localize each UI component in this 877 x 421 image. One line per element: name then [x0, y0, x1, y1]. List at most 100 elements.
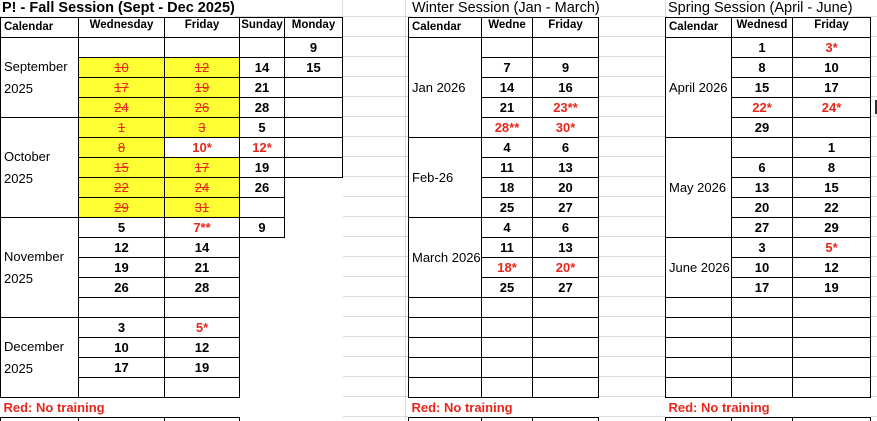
date-cell[interactable]: 27: [533, 278, 599, 298]
date-cell[interactable]: [240, 238, 285, 258]
date-cell[interactable]: [285, 258, 343, 278]
date-cell[interactable]: 26: [79, 278, 165, 298]
date-cell[interactable]: 26: [240, 178, 285, 198]
date-cell[interactable]: [285, 238, 343, 258]
date-cell[interactable]: 12: [165, 338, 240, 358]
date-cell[interactable]: 27: [732, 218, 793, 238]
date-cell[interactable]: 17: [79, 358, 165, 378]
date-cell[interactable]: 29: [79, 198, 165, 218]
date-cell[interactable]: [285, 318, 343, 338]
date-cell[interactable]: 25: [482, 278, 533, 298]
date-cell[interactable]: [79, 378, 165, 398]
date-cell[interactable]: [482, 358, 533, 378]
date-cell[interactable]: 13: [732, 178, 793, 198]
date-cell[interactable]: 17: [79, 78, 165, 98]
date-cell[interactable]: 26: [165, 98, 240, 118]
date-cell[interactable]: 20*: [533, 258, 599, 278]
date-cell[interactable]: 12: [165, 58, 240, 78]
date-cell[interactable]: 4: [482, 218, 533, 238]
date-cell[interactable]: [533, 378, 599, 398]
date-cell[interactable]: [482, 338, 533, 358]
date-cell[interactable]: 21: [240, 78, 285, 98]
date-cell[interactable]: 30*: [533, 118, 599, 138]
date-cell[interactable]: 24: [79, 98, 165, 118]
date-cell[interactable]: [285, 298, 343, 318]
date-cell[interactable]: 28**: [482, 118, 533, 138]
date-cell[interactable]: 12: [793, 258, 871, 278]
date-cell[interactable]: 3: [732, 238, 793, 258]
date-cell[interactable]: [240, 278, 285, 298]
date-cell[interactable]: 19: [793, 278, 871, 298]
date-cell[interactable]: 20: [732, 198, 793, 218]
date-cell[interactable]: 15: [79, 158, 165, 178]
date-cell[interactable]: 8: [793, 158, 871, 178]
date-cell[interactable]: [285, 178, 343, 198]
date-cell[interactable]: 5*: [793, 238, 871, 258]
date-cell[interactable]: 25: [482, 198, 533, 218]
date-cell[interactable]: 3*: [793, 38, 871, 58]
date-cell[interactable]: [79, 38, 165, 58]
date-cell[interactable]: [793, 298, 871, 318]
date-cell[interactable]: [285, 198, 343, 218]
date-cell[interactable]: [240, 258, 285, 278]
date-cell[interactable]: [482, 318, 533, 338]
date-cell[interactable]: [240, 38, 285, 58]
date-cell[interactable]: 24*: [793, 98, 871, 118]
date-cell[interactable]: [482, 38, 533, 58]
date-cell[interactable]: [240, 298, 285, 318]
date-cell[interactable]: [240, 318, 285, 338]
date-cell[interactable]: [285, 358, 343, 378]
date-cell[interactable]: 8: [732, 58, 793, 78]
date-cell[interactable]: 10: [732, 258, 793, 278]
date-cell[interactable]: 19: [165, 78, 240, 98]
date-cell[interactable]: 22*: [732, 98, 793, 118]
date-cell[interactable]: [793, 358, 871, 378]
date-cell[interactable]: [165, 298, 240, 318]
date-cell[interactable]: 10*: [165, 138, 240, 158]
date-cell[interactable]: 9: [285, 38, 343, 58]
date-cell[interactable]: [732, 138, 793, 158]
date-cell[interactable]: [285, 78, 343, 98]
date-cell[interactable]: [240, 378, 285, 398]
date-cell[interactable]: 17: [793, 78, 871, 98]
date-cell[interactable]: 13: [533, 158, 599, 178]
date-cell[interactable]: [285, 158, 343, 178]
date-cell[interactable]: [732, 378, 793, 398]
date-cell[interactable]: 22: [79, 178, 165, 198]
date-cell[interactable]: 17: [165, 158, 240, 178]
date-cell[interactable]: [240, 338, 285, 358]
date-cell[interactable]: [732, 318, 793, 338]
date-cell[interactable]: 19: [79, 258, 165, 278]
date-cell[interactable]: [533, 318, 599, 338]
date-cell[interactable]: 6: [732, 158, 793, 178]
date-cell[interactable]: 22: [793, 198, 871, 218]
date-cell[interactable]: [732, 338, 793, 358]
date-cell[interactable]: 24: [165, 178, 240, 198]
date-cell[interactable]: [285, 378, 343, 398]
date-cell[interactable]: [285, 278, 343, 298]
date-cell[interactable]: [285, 98, 343, 118]
date-cell[interactable]: 23**: [533, 98, 599, 118]
date-cell[interactable]: 7**: [165, 218, 240, 238]
date-cell[interactable]: 15: [285, 58, 343, 78]
date-cell[interactable]: [793, 378, 871, 398]
date-cell[interactable]: [285, 118, 343, 138]
date-cell[interactable]: 13: [533, 238, 599, 258]
date-cell[interactable]: 10: [79, 58, 165, 78]
date-cell[interactable]: 17: [732, 278, 793, 298]
date-cell[interactable]: 3: [165, 118, 240, 138]
date-cell[interactable]: 5: [240, 118, 285, 138]
date-cell[interactable]: [165, 378, 240, 398]
date-cell[interactable]: 6: [533, 138, 599, 158]
date-cell[interactable]: 27: [533, 198, 599, 218]
date-cell[interactable]: [793, 318, 871, 338]
date-cell[interactable]: 31: [165, 198, 240, 218]
date-cell[interactable]: [482, 298, 533, 318]
date-cell[interactable]: [533, 338, 599, 358]
date-cell[interactable]: 20: [533, 178, 599, 198]
date-cell[interactable]: [793, 338, 871, 358]
date-cell[interactable]: [285, 338, 343, 358]
date-cell[interactable]: 5*: [165, 318, 240, 338]
date-cell[interactable]: 21: [165, 258, 240, 278]
date-cell[interactable]: 8: [79, 138, 165, 158]
